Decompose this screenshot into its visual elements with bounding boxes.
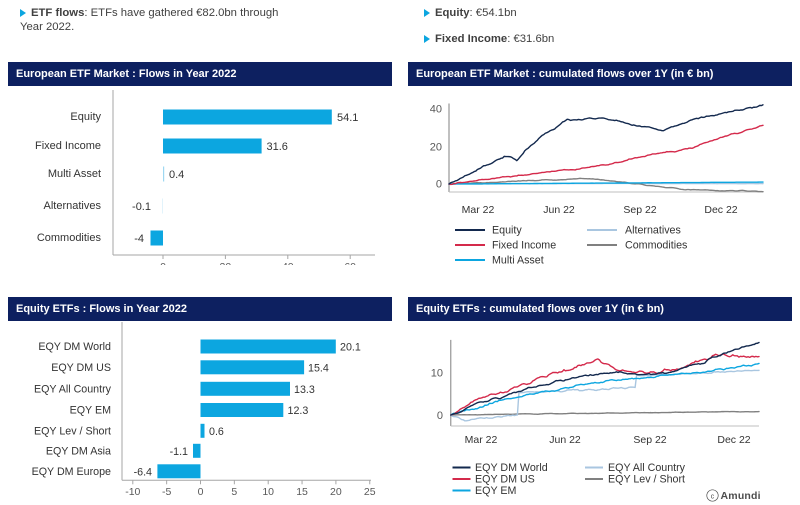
svg-text:0: 0 bbox=[198, 486, 204, 498]
svg-text:-6.4: -6.4 bbox=[134, 466, 152, 478]
svg-text:EQY Lev / Short: EQY Lev / Short bbox=[608, 474, 685, 486]
svg-text:Commodities: Commodities bbox=[625, 240, 687, 252]
svg-text:Sep 22: Sep 22 bbox=[623, 204, 656, 216]
svg-text:EQY Lev / Short: EQY Lev / Short bbox=[34, 426, 111, 438]
svg-text:EQY DM World: EQY DM World bbox=[475, 462, 548, 474]
svg-text:12.3: 12.3 bbox=[288, 405, 309, 417]
svg-text:Dec 22: Dec 22 bbox=[717, 434, 750, 446]
svg-text:Alternatives: Alternatives bbox=[625, 225, 681, 237]
svg-text:EQY DM Asia: EQY DM Asia bbox=[46, 446, 111, 458]
svg-text:25: 25 bbox=[364, 486, 376, 498]
svg-text:Amundi: Amundi bbox=[721, 490, 761, 502]
svg-text:Mar 22: Mar 22 bbox=[465, 434, 498, 446]
svg-text:15.4: 15.4 bbox=[308, 362, 329, 374]
svg-text:Jun 22: Jun 22 bbox=[543, 204, 575, 216]
svg-text:EQY DM US: EQY DM US bbox=[51, 362, 111, 374]
svg-text:10: 10 bbox=[262, 486, 274, 498]
svg-text:Sep 22: Sep 22 bbox=[633, 434, 666, 446]
svg-text:0: 0 bbox=[437, 410, 443, 422]
svg-text:Multi Asset: Multi Asset bbox=[492, 255, 544, 267]
svg-text:20: 20 bbox=[430, 142, 442, 154]
svg-text:EQY EM: EQY EM bbox=[475, 485, 516, 497]
svg-text:EQY All Country: EQY All Country bbox=[34, 384, 112, 396]
svg-text:15: 15 bbox=[296, 486, 308, 498]
svg-text:EQY All Country: EQY All Country bbox=[608, 462, 686, 474]
svg-text:0.6: 0.6 bbox=[209, 426, 224, 438]
svg-text:20.1: 20.1 bbox=[340, 342, 361, 354]
svg-text:Equity: Equity bbox=[492, 225, 522, 237]
svg-text:-10: -10 bbox=[125, 486, 140, 498]
svg-text:0: 0 bbox=[436, 179, 442, 191]
svg-text:10: 10 bbox=[431, 368, 443, 380]
svg-text:Dec 22: Dec 22 bbox=[704, 204, 737, 216]
svg-text:40: 40 bbox=[430, 104, 442, 116]
svg-text:-1.1: -1.1 bbox=[170, 446, 188, 458]
svg-text:Jun 22: Jun 22 bbox=[549, 434, 581, 446]
svg-text:c: c bbox=[711, 493, 715, 500]
svg-text:-5: -5 bbox=[162, 486, 171, 498]
svg-text:EQY DM US: EQY DM US bbox=[475, 474, 535, 486]
svg-text:5: 5 bbox=[231, 486, 237, 498]
svg-text:Fixed Income: Fixed Income bbox=[492, 240, 556, 252]
svg-text:20: 20 bbox=[330, 486, 342, 498]
svg-text:EQY DM Europe: EQY DM Europe bbox=[32, 466, 111, 478]
svg-text:EQY EM: EQY EM bbox=[70, 405, 111, 417]
svg-text:Mar 22: Mar 22 bbox=[462, 204, 495, 216]
svg-text:13.3: 13.3 bbox=[294, 384, 315, 396]
svg-text:EQY DM World: EQY DM World bbox=[38, 341, 111, 353]
